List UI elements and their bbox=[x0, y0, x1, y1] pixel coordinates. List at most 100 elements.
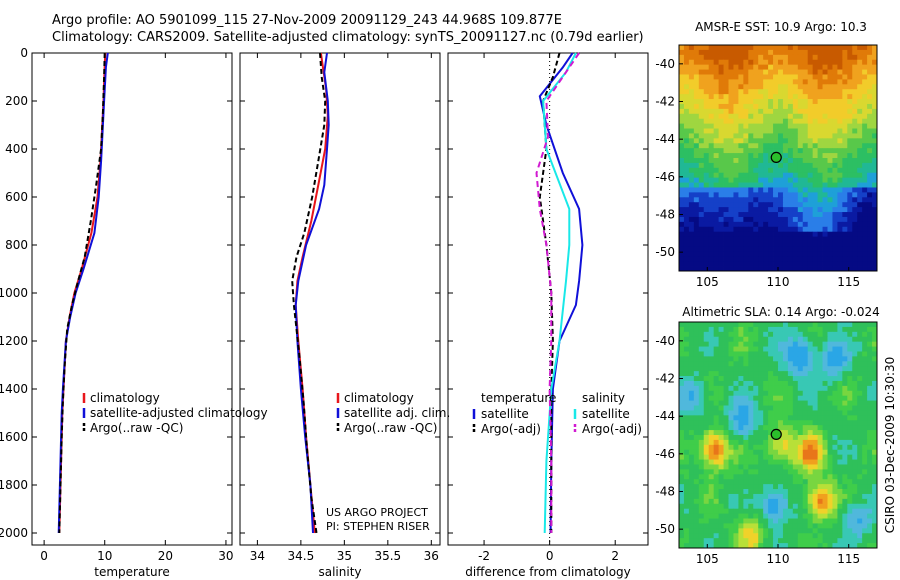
heatmap-cell bbox=[743, 153, 749, 159]
heatmap-cell bbox=[693, 449, 700, 456]
heatmap-cell bbox=[782, 439, 789, 446]
heatmap-cell bbox=[782, 54, 789, 61]
heatmap-cell bbox=[703, 79, 710, 85]
heatmap-cell bbox=[832, 405, 838, 411]
heatmap-cell bbox=[802, 59, 809, 66]
heatmap-cell bbox=[688, 523, 695, 529]
heatmap-cell bbox=[778, 123, 784, 129]
heatmap-cell bbox=[872, 331, 878, 338]
heatmap-cell bbox=[862, 182, 868, 188]
heatmap-cell bbox=[827, 69, 833, 75]
heatmap-cell bbox=[842, 533, 848, 539]
heatmap-cell bbox=[763, 118, 769, 125]
heatmap-cell bbox=[728, 133, 734, 139]
heatmap-cell bbox=[842, 439, 848, 446]
heatmap-cell bbox=[852, 133, 858, 139]
heatmap-cell bbox=[822, 79, 828, 85]
heatmap-cell bbox=[679, 103, 685, 110]
heatmap-cell bbox=[773, 45, 779, 51]
heatmap-cell bbox=[842, 118, 848, 125]
heatmap-cell bbox=[703, 420, 710, 426]
heatmap-cell bbox=[708, 49, 715, 56]
heatmap-cell bbox=[738, 94, 744, 100]
heatmap-cell bbox=[797, 108, 804, 115]
heatmap-cell bbox=[787, 148, 794, 154]
heatmap-cell bbox=[698, 138, 705, 144]
heatmap-cell bbox=[842, 430, 848, 436]
heatmap-cell bbox=[867, 192, 873, 198]
heatmap-cell bbox=[708, 99, 715, 105]
heatmap-cell bbox=[862, 351, 868, 357]
heatmap-cell bbox=[718, 162, 724, 169]
heatmap-cell bbox=[718, 513, 724, 519]
heatmap-cell bbox=[713, 148, 719, 154]
heatmap-cell bbox=[842, 197, 848, 203]
heatmap-cell bbox=[728, 261, 734, 267]
heatmap-cell bbox=[842, 59, 848, 66]
heatmap-cell bbox=[693, 148, 700, 154]
heatmap-cell bbox=[857, 449, 863, 456]
heatmap-cell bbox=[782, 158, 789, 164]
legend-label: satellite bbox=[582, 407, 630, 421]
heatmap-cell bbox=[723, 493, 729, 500]
heatmap-cell bbox=[728, 444, 734, 451]
heatmap-cell bbox=[763, 341, 769, 347]
heatmap-cell bbox=[857, 479, 863, 485]
heatmap-cell bbox=[723, 469, 729, 475]
heatmap-cell bbox=[802, 118, 809, 125]
heatmap-cell bbox=[792, 449, 799, 456]
heatmap-cell bbox=[738, 464, 744, 470]
heatmap-cell bbox=[812, 118, 818, 125]
heatmap-cell bbox=[688, 221, 695, 228]
heatmap-cell bbox=[817, 108, 823, 115]
heatmap-cell bbox=[812, 366, 818, 372]
heatmap-cell bbox=[778, 79, 784, 85]
heatmap-cell bbox=[683, 336, 690, 343]
heatmap-cell bbox=[728, 498, 734, 505]
heatmap-cell bbox=[693, 207, 700, 213]
heatmap-cell bbox=[842, 241, 848, 247]
heatmap-cell bbox=[679, 187, 685, 193]
heatmap-cell bbox=[797, 361, 804, 367]
heatmap-cell bbox=[743, 385, 749, 392]
heatmap-cell bbox=[733, 153, 739, 159]
heatmap-cell bbox=[797, 148, 804, 154]
heatmap-cell bbox=[778, 331, 784, 338]
heatmap-cell bbox=[787, 256, 794, 262]
heatmap-cell bbox=[753, 444, 759, 451]
heatmap-cell bbox=[862, 143, 868, 149]
heatmap-cell bbox=[787, 366, 794, 372]
heatmap-cell bbox=[832, 54, 838, 61]
heatmap-cell bbox=[728, 508, 734, 515]
heatmap-cell bbox=[679, 221, 685, 228]
heatmap-cell bbox=[698, 493, 705, 500]
heatmap-cell bbox=[862, 54, 868, 61]
heatmap-cell bbox=[773, 415, 779, 421]
heatmap-cell bbox=[827, 108, 833, 115]
heatmap-cell bbox=[837, 113, 843, 120]
heatmap-cell bbox=[768, 192, 774, 198]
heatmap-cell bbox=[733, 538, 739, 544]
heatmap-cell bbox=[693, 143, 700, 149]
y-tick-label: -46 bbox=[655, 447, 675, 461]
heatmap-cell bbox=[703, 366, 710, 372]
heatmap-cell bbox=[827, 479, 833, 485]
heatmap-cell bbox=[679, 226, 685, 233]
heatmap-cell bbox=[812, 236, 818, 242]
heatmap-cell bbox=[802, 479, 809, 485]
heatmap-cell bbox=[723, 202, 729, 208]
heatmap-cell bbox=[703, 123, 710, 129]
heatmap-cell bbox=[763, 464, 769, 470]
heatmap-cell bbox=[857, 503, 863, 510]
heatmap-cell bbox=[837, 376, 843, 382]
heatmap-cell bbox=[827, 216, 833, 223]
heatmap-cell bbox=[753, 74, 759, 80]
heatmap-cell bbox=[693, 346, 700, 352]
heatmap-cell bbox=[787, 197, 794, 203]
heatmap-cell bbox=[778, 444, 784, 451]
heatmap-cell bbox=[792, 192, 799, 198]
heatmap-cell bbox=[738, 207, 744, 213]
heatmap-cell bbox=[738, 226, 744, 233]
heatmap-cell bbox=[748, 177, 754, 183]
heatmap-cell bbox=[688, 143, 695, 149]
